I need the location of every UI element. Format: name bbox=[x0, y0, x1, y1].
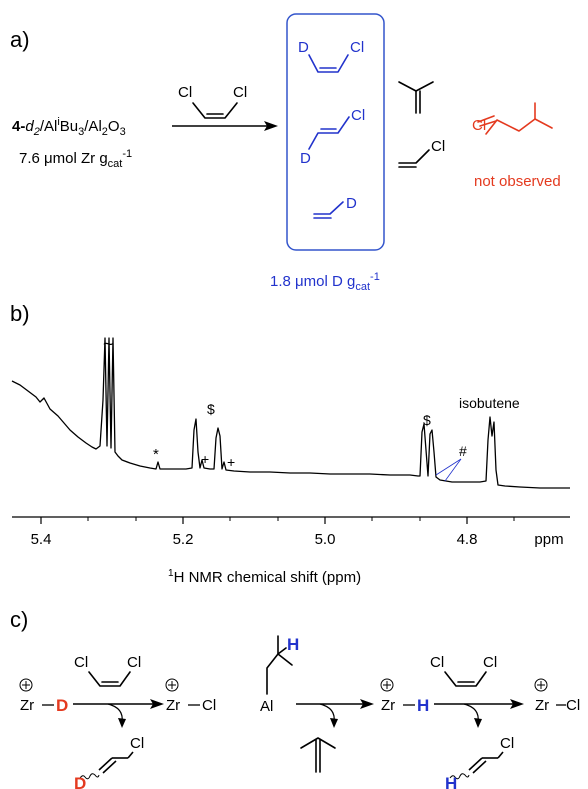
panel-b-label: b) bbox=[10, 301, 30, 326]
svg-text:Cl: Cl bbox=[566, 697, 580, 714]
product-d-vinyl-chloride-c: Cl D bbox=[74, 735, 144, 789]
nmr-x-axis bbox=[12, 516, 570, 524]
isobutene-structure bbox=[398, 81, 434, 114]
reagent-dichloroethene-c1: Cl Cl bbox=[74, 654, 141, 687]
product-h-vinyl-chloride-c: Cl H bbox=[445, 735, 514, 789]
zr-cl-species-2: Zr Cl bbox=[534, 678, 580, 714]
svg-text:Cl: Cl bbox=[74, 654, 88, 671]
peak-label-plus-1: + bbox=[201, 451, 209, 467]
not-observed-label: not observed bbox=[474, 173, 561, 190]
isobutene-c bbox=[300, 737, 336, 773]
svg-text:Cl: Cl bbox=[500, 735, 514, 752]
reagent-dichloroethene-c3: Cl Cl bbox=[430, 654, 497, 687]
reagent-dichloroethene: Cl Cl bbox=[178, 84, 247, 119]
arrow-c3 bbox=[434, 699, 524, 728]
svg-text:Zr: Zr bbox=[20, 697, 34, 714]
svg-text:Cl: Cl bbox=[130, 735, 144, 752]
peak-label-star: * bbox=[153, 446, 159, 463]
zr-d-species: Zr D bbox=[19, 678, 68, 715]
svg-text:D: D bbox=[346, 195, 357, 212]
zr-cl-species-1: Zr Cl bbox=[165, 678, 216, 714]
svg-text:Cl: Cl bbox=[202, 697, 216, 714]
svg-text:Al: Al bbox=[260, 698, 273, 715]
svg-text:Cl: Cl bbox=[483, 654, 497, 671]
peak-label-tilde: ~ bbox=[103, 334, 114, 354]
svg-text:Zr: Zr bbox=[535, 697, 549, 714]
svg-text:Cl: Cl bbox=[350, 39, 364, 56]
svg-text:Cl: Cl bbox=[431, 138, 445, 155]
svg-text:H: H bbox=[287, 635, 299, 654]
zr-loading-label: 7.6 μmol Zr gcat-1 bbox=[19, 148, 132, 170]
svg-text:H: H bbox=[445, 774, 457, 789]
x-tick-5.2: 5.2 bbox=[173, 531, 194, 548]
deuterated-products-box bbox=[286, 13, 385, 251]
svg-text:D: D bbox=[56, 696, 68, 715]
peak-label-dollar-1: $ bbox=[207, 401, 215, 417]
isobutyl-aluminum: Al H bbox=[260, 635, 299, 715]
svg-text:H: H bbox=[417, 696, 429, 715]
arrow-c1 bbox=[73, 699, 164, 728]
svg-text:D: D bbox=[300, 150, 311, 167]
zr-h-species: Zr H bbox=[380, 678, 429, 715]
vinyl-chloride-structure: Cl bbox=[398, 138, 445, 168]
x-tick-5.4: 5.4 bbox=[31, 531, 52, 548]
svg-text:Cl: Cl bbox=[178, 84, 192, 101]
peak-label-hash: # bbox=[459, 443, 467, 459]
panel-c-label: c) bbox=[10, 607, 28, 632]
peak-label-isobutene: isobutene bbox=[459, 395, 520, 411]
reaction-arrow-a bbox=[172, 121, 278, 131]
deuterium-yield-label: 1.8 μmol D gcat-1 bbox=[270, 271, 380, 293]
x-axis-title: 1H NMR chemical shift (ppm) bbox=[168, 568, 361, 586]
svg-text:Zr: Zr bbox=[381, 697, 395, 714]
svg-text:Cl: Cl bbox=[127, 654, 141, 671]
svg-text:D: D bbox=[74, 774, 86, 789]
nmr-spectrum-trace bbox=[11, 337, 570, 489]
product-d-ethylene: D bbox=[313, 195, 357, 219]
x-tick-ppm: ppm bbox=[534, 531, 563, 548]
svg-text:Cl: Cl bbox=[233, 84, 247, 101]
arrow-c2 bbox=[296, 699, 374, 728]
panel-a-label: a) bbox=[10, 27, 30, 52]
peak-label-dollar-2: $ bbox=[423, 412, 431, 428]
hash-pointer-lines bbox=[435, 458, 462, 482]
catalyst-label: 4-d2/AliBu3/Al2O3 bbox=[12, 116, 126, 138]
peak-label-plus-2: + bbox=[227, 454, 235, 470]
svg-text:D: D bbox=[298, 39, 309, 56]
product-cis-d-vinyl-chloride: D Cl bbox=[298, 39, 364, 73]
svg-text:Cl: Cl bbox=[351, 107, 365, 124]
svg-text:Cl: Cl bbox=[430, 654, 444, 671]
x-tick-4.8: 4.8 bbox=[457, 531, 478, 548]
svg-text:Zr: Zr bbox=[166, 697, 180, 714]
x-tick-5.0: 5.0 bbox=[315, 531, 336, 548]
not-observed-product: Cl bbox=[472, 102, 553, 135]
product-trans-d-vinyl-chloride: Cl D bbox=[300, 107, 365, 167]
svg-text:Cl: Cl bbox=[472, 117, 486, 134]
